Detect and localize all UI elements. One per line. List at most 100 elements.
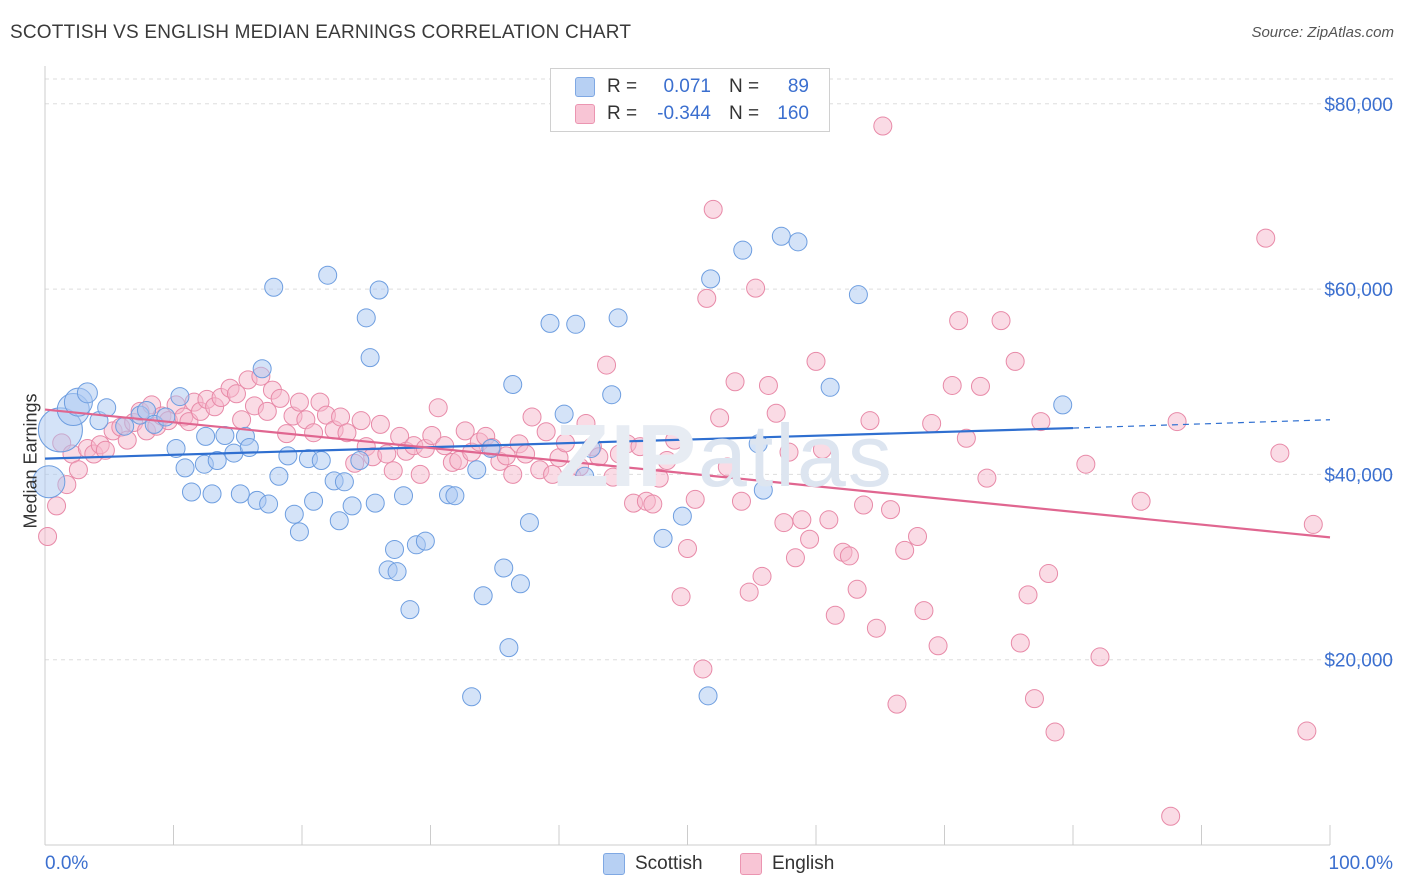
scottish-point (566, 314, 586, 334)
english-point (922, 413, 942, 433)
english-point (232, 410, 252, 430)
english-point (800, 529, 820, 549)
legend-n-value: 89 (787, 76, 809, 97)
scottish-point (170, 387, 190, 407)
watermark-bold: ZIP (555, 406, 698, 505)
trend-lines (44, 408, 1331, 539)
english-trend-line (44, 408, 1331, 539)
scottish-point (360, 348, 380, 368)
english-point (428, 398, 448, 418)
scottish-point (771, 226, 791, 246)
english-point (895, 540, 915, 560)
english-point (1010, 633, 1030, 653)
legend-r-label: R = (607, 76, 638, 97)
scottish-point (175, 458, 195, 478)
scottish-point (602, 385, 622, 405)
scottish-point (329, 511, 349, 531)
english-point (860, 411, 880, 431)
english-point (739, 582, 759, 602)
scottish-point (510, 574, 530, 594)
scottish-swatch (575, 77, 595, 97)
bottom-legend-scottish: Scottish (603, 852, 703, 876)
english-point (1045, 722, 1065, 742)
correlation-legend: R = 0.071 N = 89 R = -0.344 N = 160 (550, 68, 830, 132)
english-point (854, 495, 874, 515)
english-point (785, 548, 805, 568)
english-point (1270, 443, 1290, 463)
english-point (47, 496, 67, 516)
english-point (226, 384, 246, 404)
scottish-point (499, 638, 519, 658)
scottish-point (289, 522, 309, 542)
english-point (678, 539, 697, 559)
legend-r-value: 0.071 (663, 76, 711, 97)
scottish-point (400, 600, 420, 620)
scottish-point (278, 446, 298, 466)
scottish-point (503, 375, 523, 395)
english-point (766, 403, 786, 423)
english-point (38, 526, 58, 546)
english-point (847, 579, 867, 599)
x-tick-label-min: 0.0% (45, 853, 88, 874)
english-point (825, 605, 845, 625)
english-point (370, 414, 390, 434)
english-point (1018, 585, 1038, 605)
scottish-point (252, 359, 272, 379)
english-point (792, 510, 812, 530)
english-point (866, 618, 886, 638)
scottish-point (259, 494, 279, 514)
scottish-point (215, 425, 235, 445)
english-point (643, 494, 663, 514)
legend-r-label: R = (607, 103, 638, 124)
english-point (697, 288, 717, 308)
gridlines (45, 78, 1394, 661)
english-point (779, 442, 799, 462)
legend-r-value: -0.344 (657, 103, 711, 124)
scottish-point (76, 382, 98, 404)
english-point (928, 636, 948, 656)
scottish-point (350, 451, 370, 470)
english-point (914, 601, 934, 621)
english-point (873, 116, 893, 136)
y-tick-label: $20,000 (1324, 651, 1393, 672)
scottish-point (701, 269, 721, 289)
english-point (289, 392, 309, 412)
english-point (1131, 491, 1151, 511)
scottish-point (733, 240, 753, 260)
english-point (576, 413, 596, 433)
axes (44, 66, 1331, 846)
english-point (1090, 647, 1110, 667)
scottish-point (608, 308, 628, 328)
scottish-point (181, 482, 201, 502)
english-point (351, 411, 371, 431)
english-point (1024, 689, 1044, 709)
english-point (710, 408, 730, 428)
scottish-point (653, 528, 673, 548)
english-point (270, 388, 290, 408)
scottish-point (202, 484, 222, 504)
english-point (1031, 412, 1051, 432)
english-point (991, 311, 1011, 331)
bottom-legend-english: English (740, 852, 834, 876)
y-tick-label: $40,000 (1324, 465, 1393, 486)
english-point (703, 199, 723, 219)
scottish-point (494, 558, 514, 578)
english-point (337, 423, 357, 443)
english-point (725, 372, 745, 392)
scottish-point (467, 460, 487, 480)
scottish-point (473, 586, 493, 606)
scottish-point (554, 404, 574, 424)
english-swatch (575, 104, 595, 124)
scottish-point (581, 438, 601, 458)
english-point (1256, 228, 1276, 248)
english-point (455, 421, 475, 441)
english-point (746, 278, 766, 298)
english-point (383, 461, 403, 481)
english-point (839, 546, 859, 566)
english-point (685, 489, 705, 509)
english-point (970, 376, 990, 396)
bottom-legend-label: English (772, 853, 835, 874)
scottish-point (445, 486, 465, 506)
legend-n-label: N = (729, 76, 760, 97)
scottish-point (334, 472, 354, 492)
